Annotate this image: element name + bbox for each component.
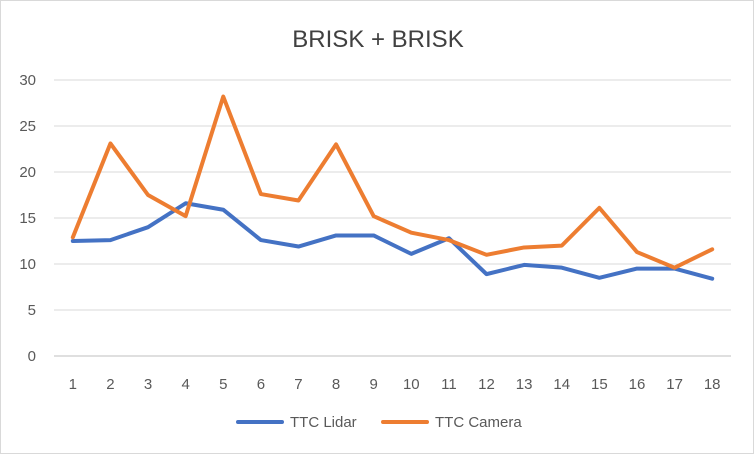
x-tick-label: 12	[478, 376, 495, 393]
y-tick-label: 15	[19, 210, 36, 227]
x-tick-label: 4	[181, 376, 189, 393]
series-line-ttc-lidar	[70, 201, 715, 281]
x-tick-label: 17	[666, 376, 683, 393]
y-tick-label: 0	[28, 348, 36, 365]
x-tick-label: 2	[106, 376, 114, 393]
x-tick-label: 16	[629, 376, 646, 393]
y-tick-label: 5	[28, 302, 36, 319]
x-tick-label: 8	[332, 376, 340, 393]
legend-label: TTC Camera	[435, 414, 522, 431]
x-tick-label: 9	[370, 376, 378, 393]
legend-label: TTC Lidar	[290, 414, 357, 431]
y-tick-label: 20	[19, 164, 36, 181]
x-tick-label: 13	[516, 376, 533, 393]
legend: TTC Lidar TTC Camera	[236, 414, 522, 431]
y-tick-label: 25	[19, 118, 36, 135]
x-tick-label: 1	[69, 376, 77, 393]
y-tick-label: 30	[19, 72, 36, 89]
x-tick-label: 6	[257, 376, 265, 393]
gridlines	[54, 79, 731, 357]
x-tick-label: 14	[553, 376, 570, 393]
series-line-ttc-camera	[70, 94, 715, 270]
x-tick-label: 7	[294, 376, 302, 393]
x-axis-tick-labels: 1 2 3 4 5 6 7 8 9 10 11 12 13 14 15 16 17 18	[69, 376, 721, 393]
x-tick-label: 5	[219, 376, 227, 393]
x-tick-label: 18	[704, 376, 721, 393]
series-lines	[70, 94, 715, 281]
x-tick-label: 10	[403, 376, 420, 393]
chart-title: BRISK + BRISK	[292, 26, 463, 53]
x-tick-label: 11	[441, 376, 457, 393]
y-tick-label: 10	[19, 256, 36, 273]
x-tick-label: 3	[144, 376, 152, 393]
x-tick-label: 15	[591, 376, 608, 393]
y-axis-tick-labels: 0 5 10 15 20 25 30	[19, 72, 36, 365]
